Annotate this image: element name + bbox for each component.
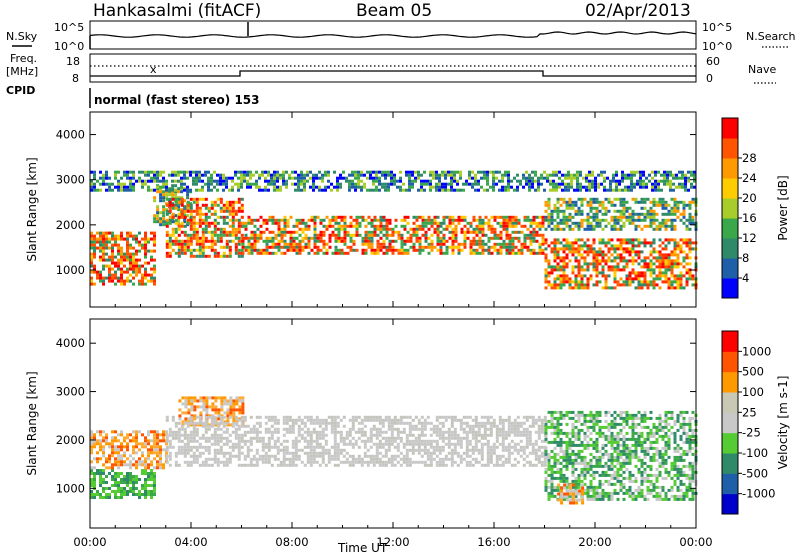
freq-tick-left-top: 18 (66, 55, 80, 68)
scatter-region-3 (165, 197, 244, 258)
x-tick-label: 16:00 (477, 535, 510, 549)
y-tick-label: 3000 (56, 173, 85, 187)
x-tick-label: 00:00 (679, 535, 712, 549)
colorbar-label: Power [dB] (776, 175, 790, 240)
scatter-region-5 (544, 238, 698, 290)
scatter-region-1 (90, 231, 156, 286)
beam-title: Beam 05 (356, 1, 432, 21)
colorbar-segment (722, 278, 738, 299)
x-tick-label: 12:00 (376, 535, 409, 549)
x-tick-label: 08:00 (275, 535, 308, 549)
colorbar-tick-label: 25 (742, 405, 757, 419)
noise-tick-right-top: 10^5 (702, 21, 732, 34)
colorbar-segment (722, 218, 738, 239)
colorbar-segment (722, 412, 738, 434)
y-tick-label: 4000 (56, 128, 85, 142)
colorbar-tick-label: 8 (742, 251, 749, 265)
colorbar-segment (722, 473, 738, 495)
station-title: Hankasalmi (fitACF) (93, 1, 261, 21)
scatter-region-1 (90, 469, 156, 499)
nsearch-label: N.Search (746, 30, 796, 43)
y-tick-label: 1000 (56, 481, 85, 495)
colorbar-tick-label: -1000 (742, 487, 775, 501)
colorbar-tick-label: 100 (742, 385, 764, 399)
freq-tick-right-top: 60 (706, 55, 720, 68)
noise-trace (89, 22, 697, 49)
colorbar-tick-label: 500 (742, 365, 764, 379)
colorbar-label: Velocity [m s-1] (776, 376, 790, 470)
freq-marker: x (150, 63, 157, 76)
y-axis-label: Slant Range [km] (25, 157, 39, 261)
noise-tick-left-bottom: 10^0 (54, 40, 84, 53)
colorbar-tick-label: -100 (742, 446, 768, 460)
freq-panel-frame (89, 53, 697, 83)
colorbar-tick-label: 12 (742, 231, 757, 245)
velocity-panel: 1000 2000 3000 4000 Slant Range [km] 00:00 04:… (25, 318, 713, 549)
y-tick-label: 4000 (56, 336, 85, 350)
colorbar-frame (721, 330, 739, 515)
noise-tick-right-bottom: 10^0 (702, 40, 732, 53)
nsky-label: N.Sky (6, 30, 38, 43)
date-title: 02/Apr/2013 (585, 1, 691, 21)
colorbar-segment (722, 118, 738, 139)
colorbar-tick-label: -500 (742, 466, 768, 480)
velocity-colorbar: 1000 500 100 25 -25 -100 -500 -1000 Velocity [m … (721, 330, 790, 515)
colorbar-tick-label: 24 (742, 171, 757, 185)
freq-label: Freq. (10, 52, 37, 65)
colorbar-segment (722, 238, 738, 259)
cpid-label: CPID (6, 84, 35, 97)
x-axis-label: Time UT (337, 541, 388, 554)
colorbar-frame (721, 117, 739, 299)
colorbar-segment (722, 371, 738, 393)
scatter-region-4 (241, 215, 545, 255)
x-tick-label: 00:00 (73, 535, 106, 549)
freq-tick-left-bottom: 8 (72, 72, 79, 85)
nave-label: Nave (748, 63, 776, 76)
colorbar-segment (722, 493, 738, 515)
scatter-region-6 (557, 483, 585, 505)
freq-tick-right-bottom: 0 (706, 72, 713, 85)
colorbar-segment (722, 258, 738, 279)
colorbar-tick-label: 20 (742, 191, 757, 205)
colorbar-tick-label: 4 (742, 271, 749, 285)
freq-trace (90, 70, 696, 77)
colorbar-tick-label: 28 (742, 151, 757, 165)
colorbar-segment (722, 453, 738, 474)
power-panel: 1000 2000 3000 4000 Slant Range [km] (25, 111, 698, 308)
mhz-label: [MHz] (6, 65, 38, 78)
colorbar-segment (722, 158, 738, 179)
scatter-region-7 (90, 170, 696, 192)
colorbar-tick-label: 16 (742, 211, 757, 225)
colorbar-segment (722, 432, 738, 454)
colorbar-segment (722, 198, 738, 219)
x-tick-label: 20:00 (578, 535, 611, 549)
scatter-region-4 (165, 415, 547, 467)
colorbar-segment (722, 331, 738, 352)
y-tick-label: 2000 (56, 433, 85, 447)
scatter-region-6 (544, 197, 698, 231)
cpid-text: normal (fast stereo) 153 (94, 93, 260, 107)
colorbar-tick-label: -25 (742, 426, 761, 440)
y-tick-label: 1000 (56, 263, 85, 277)
colorbar-segment (722, 178, 738, 199)
colorbar-segment (722, 138, 738, 159)
noise-line-path (89, 31, 697, 38)
scatter-region-2 (90, 430, 168, 470)
scatter-region-5 (544, 410, 698, 501)
colorbar-tick-label: 1000 (742, 344, 771, 358)
y-tick-label: 3000 (56, 385, 85, 399)
y-axis-label: Slant Range [km] (25, 371, 39, 475)
noise-tick-left-top: 10^5 (54, 21, 84, 34)
x-tick-label: 04:00 (174, 535, 207, 549)
colorbar-segment (722, 392, 738, 413)
colorbar-segment (722, 351, 738, 373)
y-tick-label: 2000 (56, 218, 85, 232)
power-colorbar: 4 8 12 16 20 24 28 Power [dB] (721, 117, 790, 299)
